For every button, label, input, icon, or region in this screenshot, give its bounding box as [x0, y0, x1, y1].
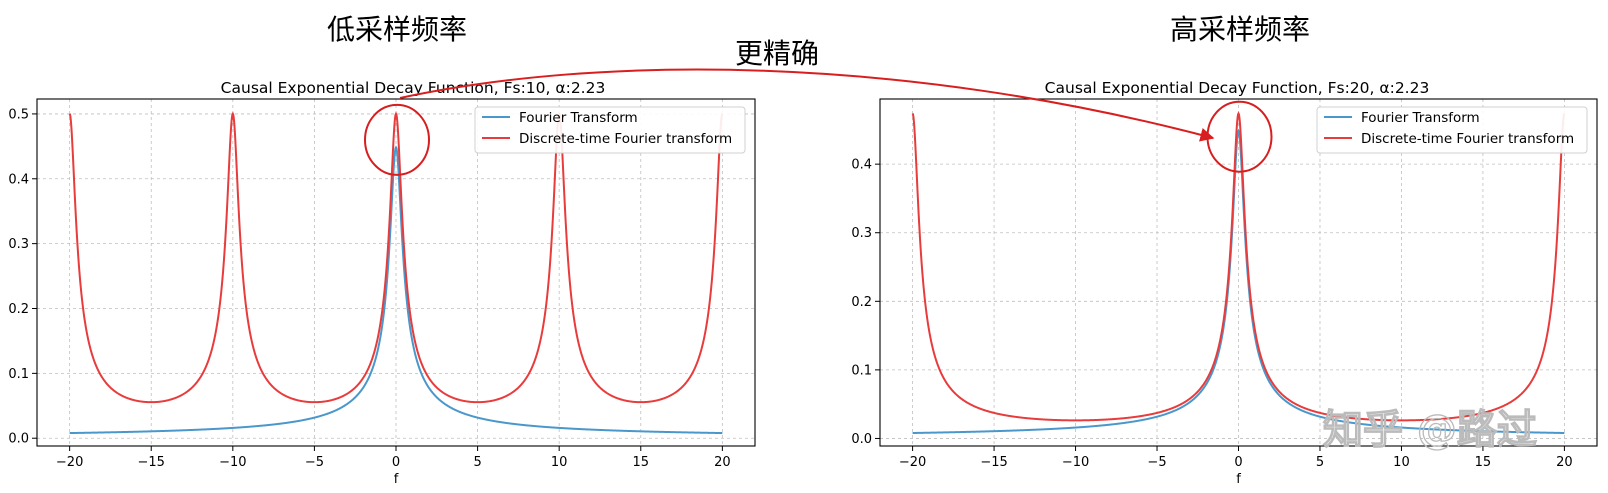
chart-right-fourier-line	[912, 128, 1565, 434]
chart-right-xlabel: f	[1236, 472, 1241, 487]
chart-left-xtick-label: −10	[219, 455, 246, 470]
chart-left-ytick-label: 0.5	[8, 107, 29, 122]
chart-right-ticks: −20 −15 −10 −5 0 5 10 15 20 0.0 0.1 0.2 0.3 0.4	[851, 158, 1572, 470]
high-sample-rate-header: 高采样频率	[1170, 13, 1310, 46]
chart-right-xtick-label: −20	[899, 455, 926, 470]
chart-left-xlabel: f	[394, 472, 399, 487]
chart-right-xtick-label: −5	[1147, 455, 1166, 470]
chart-right-ytick-label: 0.3	[851, 226, 872, 241]
chart-left-xtick-label: 0	[392, 455, 400, 470]
chart-left-xtick-label: −20	[56, 455, 83, 470]
chart-left-ytick-label: 0.4	[8, 172, 29, 187]
chart-right-title: Causal Exponential Decay Function, Fs:20…	[1045, 79, 1430, 97]
chart-right-xtick-label: 20	[1556, 455, 1573, 470]
left-peak-highlight-circle	[364, 103, 430, 176]
chart-left-xtick-label: 15	[632, 455, 649, 470]
chart-left-xtick-label: −15	[138, 455, 165, 470]
chart-right-legend: Fourier Transform Discrete-time Fourier …	[1316, 106, 1588, 154]
chart-right-legend-box	[1316, 106, 1588, 154]
chart-left-ytick-label: 0.3	[8, 237, 29, 252]
chart-left-ticks: −20 −15 −10 −5 0 5 10 15 20 0.0 0.1 0.2 0.3 0.4 0.5	[8, 107, 730, 470]
chart-left-xtick-label: 20	[714, 455, 731, 470]
chart-left-legend: Fourier Transform Discrete-time Fourier …	[474, 106, 746, 154]
chart-left-fourier-line	[69, 145, 723, 435]
chart-right-xtick-label: −10	[1062, 455, 1089, 470]
chart-right-legend-dtft: Discrete-time Fourier transform	[1361, 131, 1574, 147]
chart-right-ytick-label: 0.0	[851, 432, 872, 447]
chart-left-legend-dtft: Discrete-time Fourier transform	[519, 131, 732, 147]
chart-left: Causal Exponential Decay Function, Fs:10…	[8, 79, 756, 487]
chart-left-title: Causal Exponential Decay Function, Fs:10…	[221, 79, 606, 97]
chart-right-ytick-label: 0.4	[851, 158, 872, 173]
chart-left-legend-box	[474, 106, 746, 154]
chart-right-xtick-label: 5	[1316, 455, 1324, 470]
chart-left-ytick-label: 0.2	[8, 302, 29, 317]
low-sample-rate-header: 低采样频率	[327, 13, 467, 46]
chart-right: Causal Exponential Decay Function, Fs:20…	[851, 79, 1598, 487]
chart-left-grid	[37, 99, 755, 446]
chart-right-xtick-label: 0	[1234, 455, 1242, 470]
chart-left-ytick-label: 0.0	[8, 432, 29, 447]
chart-right-ytick-label: 0.2	[851, 295, 872, 310]
arrow-label: 更精确	[735, 37, 819, 70]
chart-right-grid	[880, 99, 1597, 446]
comparison-arrow	[399, 68, 1215, 142]
chart-right-legend-fourier: Fourier Transform	[1361, 110, 1480, 126]
chart-left-xtick-label: 10	[551, 455, 568, 470]
chart-left-xtick-label: 5	[473, 455, 481, 470]
chart-right-ytick-label: 0.1	[851, 363, 872, 378]
chart-right-xtick-label: 15	[1475, 455, 1492, 470]
chart-right-xtick-label: −15	[980, 455, 1007, 470]
chart-left-ytick-label: 0.1	[8, 367, 29, 382]
chart-right-dtft-line	[911, 111, 1566, 422]
chart-left-xtick-label: −5	[305, 455, 324, 470]
chart-left-legend-fourier: Fourier Transform	[519, 110, 638, 126]
chart-left-dtft-line	[68, 111, 724, 404]
watermark: 知乎 @路过	[1323, 407, 1537, 453]
chart-right-xtick-label: 10	[1393, 455, 1410, 470]
